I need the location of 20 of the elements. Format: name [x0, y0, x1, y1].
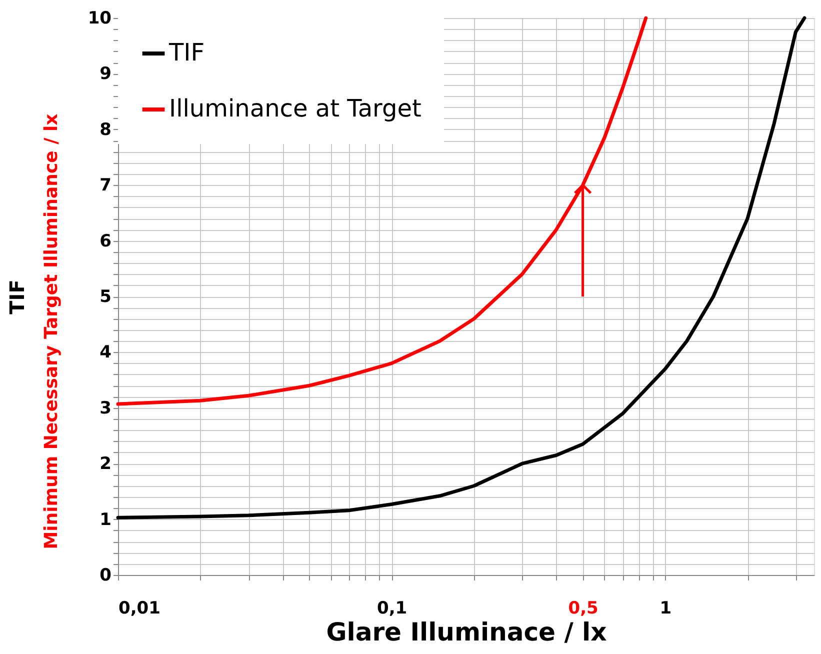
legend-label: Illuminance at Target [169, 94, 422, 122]
y-tick-label: 1 [100, 510, 112, 530]
y-tick-label: 3 [100, 398, 112, 418]
y-tick-label: 9 [100, 64, 112, 84]
y-tick-label: 6 [100, 231, 112, 252]
y-tick-label: 7 [100, 176, 112, 196]
legend-label: TIF [168, 38, 205, 66]
x-tick-label: 0,5 [568, 598, 598, 618]
text: Minimum Necessary Target Illuminance / lx [41, 113, 62, 550]
x-tick-label: 1 [660, 598, 672, 618]
x-tick-label: 0,1 [377, 598, 408, 618]
y-tick-label: 5 [100, 287, 112, 307]
y-tick-label: 8 [100, 120, 112, 140]
y-tick-label: 2 [100, 454, 112, 474]
x-tick-label: 0,01 [118, 598, 160, 618]
y-axis-title: TIF [4, 280, 29, 314]
y-tick-label: 4 [100, 342, 112, 363]
x-axis-title: Glare Illuminace / lx [326, 618, 607, 646]
y-tick-label: 0 [100, 566, 112, 586]
y-tick-label: 10 [88, 8, 112, 28]
